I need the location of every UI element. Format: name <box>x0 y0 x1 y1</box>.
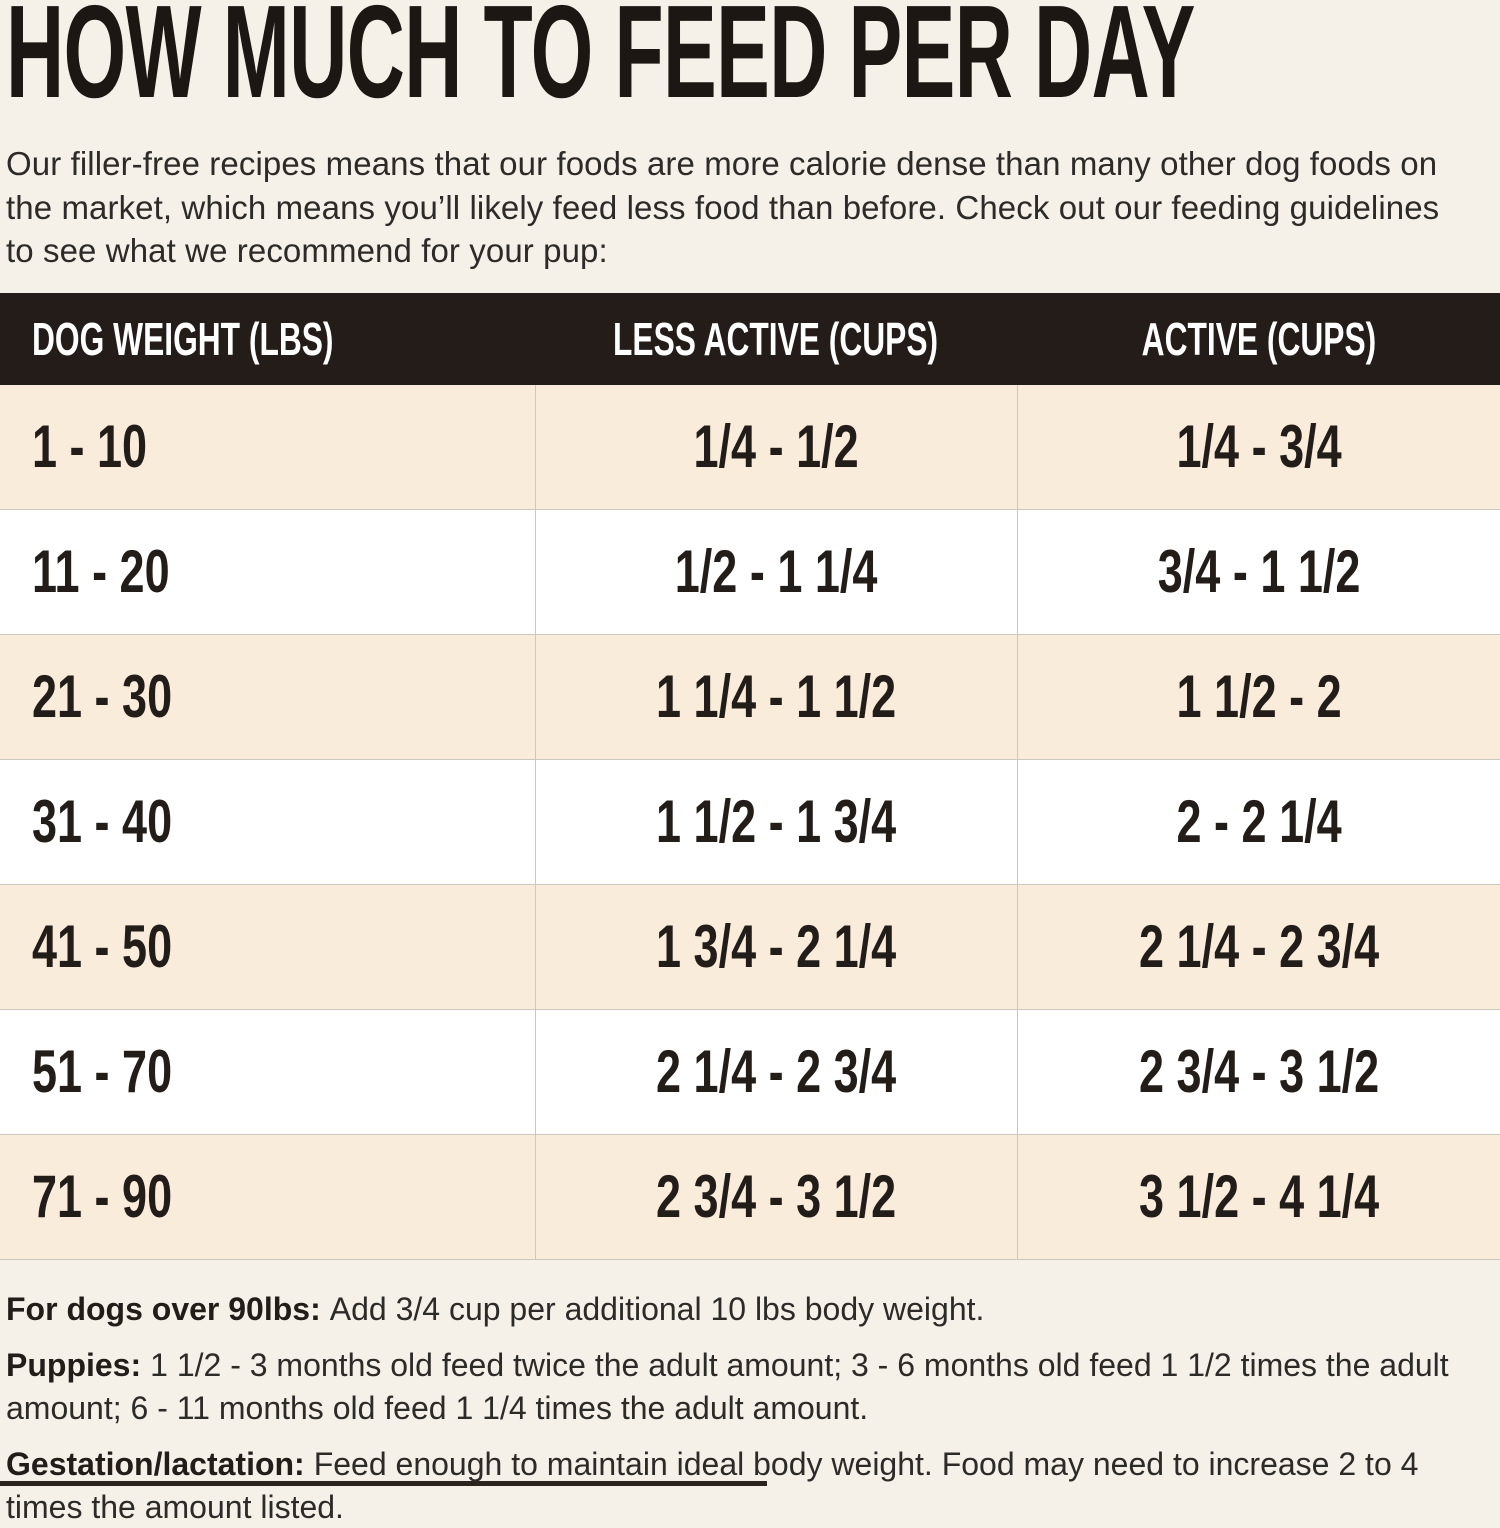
weight-cell: 71 - 90 <box>32 1163 173 1231</box>
active-cell: 1/4 - 3/4 <box>1017 384 1500 509</box>
less-active-cell: 1/4 - 1/2 <box>535 384 1017 509</box>
feeding-table: DOG WEIGHT (LBS) LESS ACTIVE (CUPS) ACTI… <box>0 292 1500 1260</box>
active-cell: 3 1/2 - 4 1/4 <box>1017 1134 1500 1259</box>
less-active-cell: 1 1/2 - 1 3/4 <box>535 759 1017 884</box>
active-cell: 1 1/2 - 2 <box>1017 634 1500 759</box>
table-row: 1 - 10 1/4 - 1/2 1/4 - 3/4 <box>0 384 1500 509</box>
table-header-row: DOG WEIGHT (LBS) LESS ACTIVE (CUPS) ACTI… <box>0 292 1500 385</box>
note-label: For dogs over 90lbs: <box>6 1290 321 1327</box>
weight-cell: 1 - 10 <box>32 413 148 481</box>
page-title-text: HOW MUCH TO FEED PER DAY <box>6 0 1195 125</box>
note-puppies: Puppies: 1 1/2 - 3 months old feed twice … <box>6 1344 1466 1429</box>
weight-cell: 31 - 40 <box>32 788 173 856</box>
intro-text: Our filler-free recipes means that our f… <box>6 145 1440 270</box>
weight-cell: 51 - 70 <box>32 1038 173 1106</box>
table-row: 31 - 40 1 1/2 - 1 3/4 2 - 2 1/4 <box>0 758 1500 884</box>
table-row: 21 - 30 1 1/4 - 1 1/2 1 1/2 - 2 <box>0 633 1500 759</box>
active-cell: 2 3/4 - 3 1/2 <box>1017 1009 1500 1134</box>
table-row: 41 - 50 1 3/4 - 2 1/4 2 1/4 - 2 3/4 <box>0 883 1500 1009</box>
notes-section: For dogs over 90lbs: Add 3/4 cup per addi… <box>6 1288 1494 1528</box>
header-cell-active: ACTIVE (CUPS) <box>1141 312 1376 365</box>
weight-cell: 11 - 20 <box>32 538 170 606</box>
header-cell-less-active: LESS ACTIVE (CUPS) <box>613 312 939 365</box>
active-cell: 2 - 2 1/4 <box>1017 759 1500 884</box>
page-title: HOW MUCH TO FEED PER DAY <box>6 0 1500 118</box>
active-cell: 2 1/4 - 2 3/4 <box>1017 884 1500 1009</box>
next-section-edge <box>0 1481 767 1486</box>
table-row: 11 - 20 1/2 - 1 1/4 3/4 - 1 1/2 <box>0 508 1500 634</box>
weight-cell: 21 - 30 <box>32 663 173 731</box>
note-text: Add 3/4 cup per additional 10 lbs body w… <box>329 1290 985 1327</box>
note-over-90lbs: For dogs over 90lbs: Add 3/4 cup per addi… <box>6 1288 1466 1331</box>
less-active-cell: 2 1/4 - 2 3/4 <box>535 1009 1017 1134</box>
note-label: Gestation/lactation: <box>6 1446 305 1483</box>
note-text: 1 1/2 - 3 months old feed twice the adul… <box>6 1347 1449 1426</box>
note-label: Puppies: <box>6 1347 142 1384</box>
table-row: 51 - 70 2 1/4 - 2 3/4 2 3/4 - 3 1/2 <box>0 1008 1500 1134</box>
weight-cell: 41 - 50 <box>32 913 173 981</box>
active-cell: 3/4 - 1 1/2 <box>1017 509 1500 634</box>
table-row: 71 - 90 2 3/4 - 3 1/2 3 1/2 - 4 1/4 <box>0 1133 1500 1259</box>
less-active-cell: 2 3/4 - 3 1/2 <box>535 1134 1017 1259</box>
header-cell-dog-weight: DOG WEIGHT (LBS) <box>32 312 334 365</box>
less-active-cell: 1/2 - 1 1/4 <box>535 509 1017 634</box>
less-active-cell: 1 1/4 - 1 1/2 <box>535 634 1017 759</box>
less-active-cell: 1 3/4 - 2 1/4 <box>535 884 1017 1009</box>
